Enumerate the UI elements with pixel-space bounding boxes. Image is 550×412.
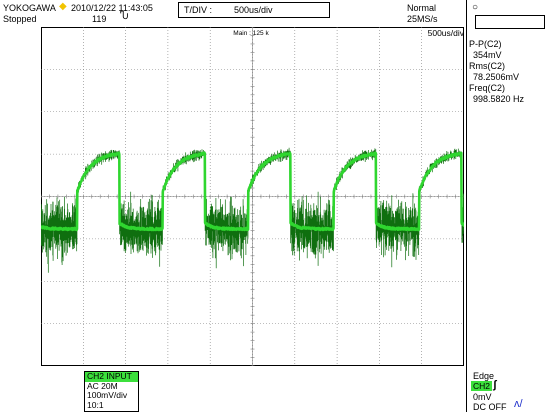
trigger-level: 0mV — [473, 392, 492, 402]
noise-reject-icon: ʌ/ — [514, 398, 523, 410]
channel-header: CH2 INPUT — [85, 371, 138, 382]
graticule — [41, 27, 464, 366]
channel-info-box[interactable]: CH2 INPUT AC 20M 100mV/div 10:1 — [84, 371, 139, 412]
brand-logo: YOKOGAWA — [3, 3, 56, 13]
circle-icon[interactable]: ○ — [472, 2, 479, 13]
rms-label: Rms(C2) — [469, 61, 505, 71]
acquisition-count: 119 — [92, 14, 107, 24]
channel-probe: 10:1 — [87, 399, 104, 410]
sample-rate: 25MS/s — [407, 14, 438, 24]
rising-edge-icon: ʃ — [493, 379, 497, 391]
status-star-icon: ◆ — [59, 1, 67, 12]
side-panel-divider — [466, 0, 467, 412]
datetime: 2010/12/22 11:43:05 — [71, 3, 153, 13]
channel-coupling: AC 20M — [87, 380, 118, 391]
pp-label: P-P(C2) — [469, 39, 502, 49]
trigger-mark-icon: Ⴠ — [120, 11, 129, 22]
channel-vdiv: 100mV/div — [87, 390, 128, 400]
waveform-display: Main : 125 k 500us/div T — [41, 27, 464, 366]
tdiv-field[interactable]: T/DIV : 500us/div — [178, 2, 330, 18]
freq-value: 998.5820 Hz — [473, 94, 525, 104]
acquisition-status: Stopped — [3, 14, 37, 24]
acquisition-mode: Normal — [407, 3, 437, 13]
tdiv-label: T/DIV : — [184, 5, 213, 15]
main-record-label: Main : 125 k — [233, 30, 269, 37]
measurement-panel: P-P(C2) 354mV Rms(C2) 78.2506mV Freq(C2)… — [469, 39, 524, 105]
trigger-source-badge: CH2 — [471, 381, 493, 391]
trigger-type: Edge — [473, 371, 495, 381]
pp-value: 354mV — [473, 50, 502, 60]
trigger-coupling: DC OFF — [473, 402, 507, 412]
side-panel-field[interactable] — [475, 15, 545, 29]
tdiv-corner-label: 500us/div — [428, 28, 464, 38]
freq-label: Freq(C2) — [469, 83, 506, 93]
ch2-waveform — [41, 147, 464, 273]
rms-value: 78.2506mV — [473, 72, 520, 82]
tdiv-value: 500us/div — [234, 5, 273, 15]
